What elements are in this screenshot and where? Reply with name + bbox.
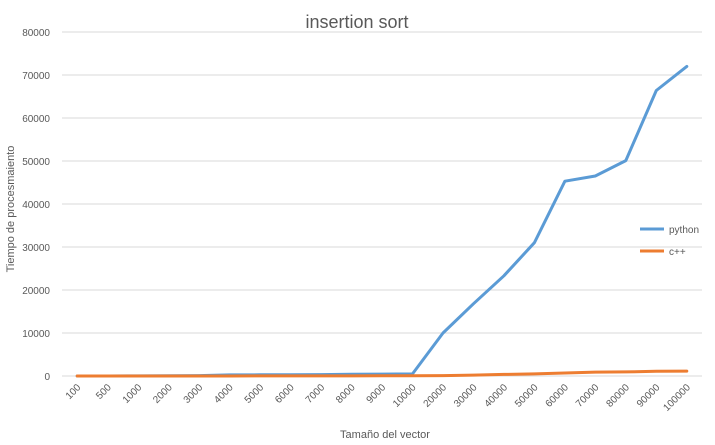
y-tick-label: 10000 bbox=[22, 329, 50, 340]
x-tick-label: 2000 bbox=[151, 382, 175, 406]
x-tick-label: 5000 bbox=[243, 382, 267, 406]
x-tick-label: 10000 bbox=[391, 382, 419, 410]
legend-label: python bbox=[669, 225, 699, 236]
x-tick-label: 8000 bbox=[334, 382, 358, 406]
legend-label: c++ bbox=[669, 247, 686, 258]
x-tick-label: 500 bbox=[94, 382, 114, 402]
x-tick-label: 30000 bbox=[452, 382, 480, 410]
x-tick-label: 40000 bbox=[483, 382, 511, 410]
x-tick-label: 4000 bbox=[212, 382, 236, 406]
x-tick-label: 70000 bbox=[574, 382, 602, 410]
x-axis-label: Tamaño del vector bbox=[340, 429, 430, 441]
x-tick-label: 3000 bbox=[182, 382, 206, 406]
x-tick-label: 1000 bbox=[121, 382, 145, 406]
x-tick-label: 60000 bbox=[544, 382, 572, 410]
y-tick-label: 70000 bbox=[22, 71, 50, 82]
series-line-python bbox=[75, 64, 689, 378]
x-tick-label: 9000 bbox=[365, 382, 389, 406]
y-tick-labels: 0 10000 20000 30000 40000 50000 60000 70000 8000… bbox=[22, 28, 50, 383]
x-tick-label: 100000 bbox=[662, 382, 694, 414]
y-tick-label: 60000 bbox=[22, 114, 50, 125]
x-tick-labels: 100 500 1000 2000 3000 4000 5000 6000 7000 8000 90… bbox=[64, 382, 693, 414]
x-tick-label: 80000 bbox=[604, 382, 632, 410]
y-tick-label: 80000 bbox=[22, 28, 50, 39]
y-tick-label: 20000 bbox=[22, 286, 50, 297]
y-tick-label: 50000 bbox=[22, 157, 50, 168]
legend: python c++ bbox=[640, 225, 699, 258]
y-tick-label: 0 bbox=[44, 372, 50, 383]
x-tick-label: 6000 bbox=[273, 382, 297, 406]
chart-title: insertion sort bbox=[305, 12, 408, 32]
x-tick-label: 90000 bbox=[635, 382, 663, 410]
series-lines bbox=[75, 64, 689, 378]
x-tick-label: 50000 bbox=[513, 382, 541, 410]
x-tick-label: 20000 bbox=[422, 382, 450, 410]
y-tick-label: 40000 bbox=[22, 200, 50, 211]
x-tick-label: 7000 bbox=[304, 382, 328, 406]
y-axis-label: Tiempo de procesmaiento bbox=[5, 146, 17, 273]
x-tick-label: 100 bbox=[64, 382, 84, 402]
y-tick-label: 30000 bbox=[22, 243, 50, 254]
gridlines bbox=[62, 31, 702, 377]
series-line-c- bbox=[75, 369, 689, 378]
